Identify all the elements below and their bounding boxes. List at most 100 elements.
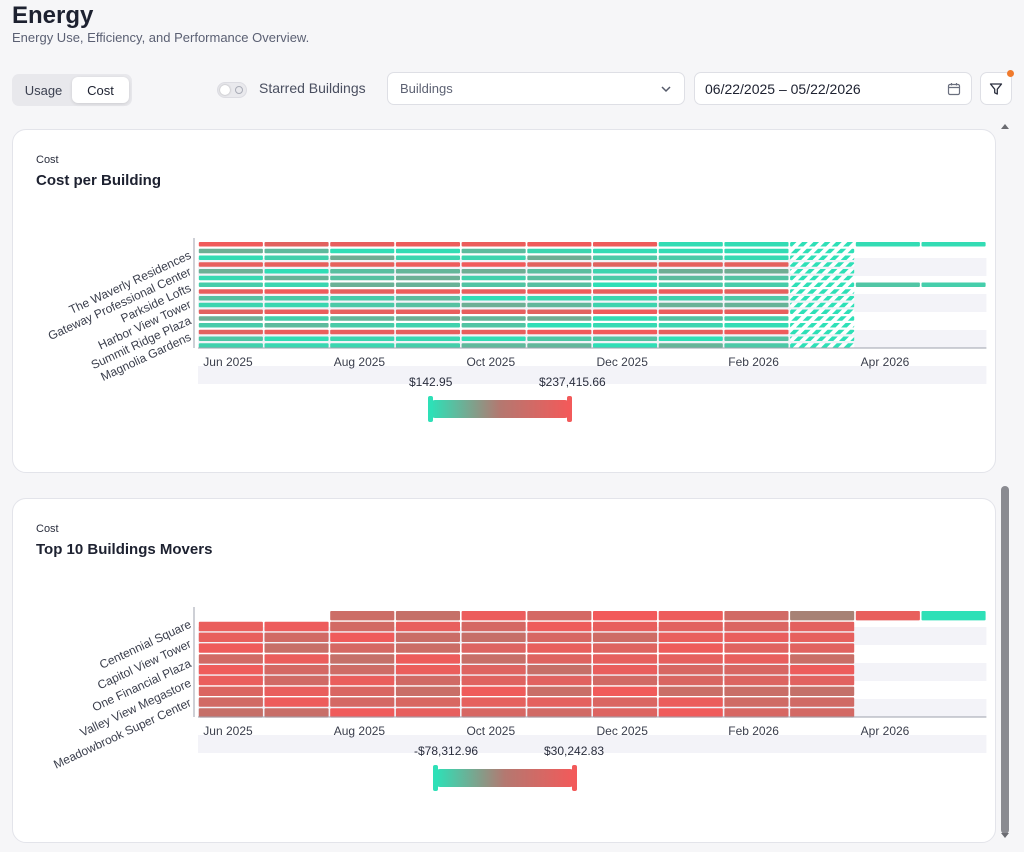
heatmap-cell — [593, 282, 658, 288]
heatmap-cell — [790, 309, 855, 315]
heatmap-cell — [855, 611, 920, 621]
heatmap-cell — [790, 632, 855, 642]
heatmap-cell — [395, 248, 460, 254]
heatmap-cell — [198, 329, 263, 335]
heatmap-cell — [461, 336, 526, 342]
top-movers-card: Cost Top 10 Buildings Movers Jun 2025 Aug… — [12, 498, 996, 843]
heatmap-cell — [461, 289, 526, 294]
heatmap-cell — [461, 296, 526, 301]
heatmap-cell — [658, 643, 723, 653]
heatmap-cell — [593, 329, 658, 335]
heatmap-cell — [790, 248, 855, 254]
legend-min-handle — [433, 765, 438, 791]
heatmap-cell — [527, 248, 592, 254]
heatmap-cell — [198, 643, 263, 653]
scroll-up-arrow-icon[interactable] — [998, 120, 1012, 132]
scroll-down-arrow-icon[interactable] — [998, 830, 1012, 842]
card-title: Cost per Building — [36, 172, 161, 189]
heatmap-cell — [658, 248, 723, 254]
heatmap-cell — [724, 309, 789, 315]
heatmap-cell — [330, 675, 395, 686]
heatmap-cell — [658, 708, 723, 718]
heatmap-cell — [198, 255, 263, 261]
heatmap-cell — [198, 242, 263, 247]
heatmap-cell — [527, 323, 592, 328]
heatmap-cell — [724, 275, 789, 281]
heatmap-cell — [395, 686, 460, 696]
heatmap-cell — [527, 262, 592, 267]
heatmap-cell — [198, 316, 263, 321]
heatmap-cell — [198, 282, 263, 288]
heatmap-cell — [527, 621, 592, 632]
heatmap-cell — [724, 316, 789, 321]
heatmap-cell — [527, 302, 592, 308]
page-scrollbar[interactable] — [998, 120, 1012, 848]
heatmap-cell — [724, 262, 789, 267]
heatmap-cell — [330, 336, 395, 342]
heatmap-cell — [330, 269, 395, 274]
heatmap-cell — [790, 686, 855, 696]
heatmap-cell — [790, 621, 855, 632]
heatmap-cell — [330, 686, 395, 696]
heatmap-cell — [527, 289, 592, 294]
x-tick-label: Aug 2025 — [334, 355, 386, 369]
heatmap-cell — [330, 697, 395, 707]
x-tick-label: Aug 2025 — [334, 724, 386, 738]
heatmap-cell — [527, 242, 592, 247]
heatmap-cell — [658, 282, 723, 288]
heatmap-cell — [198, 289, 263, 294]
heatmap-cell — [658, 343, 723, 348]
filter-button[interactable] — [980, 70, 1014, 105]
heatmap-cell — [593, 255, 658, 261]
heatmap-cell — [790, 302, 855, 308]
filter-active-badge — [1007, 70, 1014, 77]
heatmap-cell — [658, 269, 723, 274]
heatmap-cell — [658, 697, 723, 707]
heatmap-cell — [724, 343, 789, 348]
heatmap-cell — [790, 296, 855, 301]
row-band — [198, 258, 987, 276]
heatmap-cell — [658, 289, 723, 294]
page-subtitle: Energy Use, Efficiency, and Performance … — [12, 30, 310, 45]
heatmap-cell — [330, 302, 395, 308]
heatmap-cell — [724, 697, 789, 707]
heatmap-cell — [724, 336, 789, 342]
buildings-select[interactable]: Buildings — [387, 72, 685, 105]
tab-usage[interactable]: Usage — [24, 82, 63, 98]
heatmap-cell — [330, 621, 395, 632]
scroll-thumb[interactable] — [1001, 486, 1009, 834]
starred-buildings-toggle[interactable] — [217, 82, 247, 98]
heatmap-cell — [921, 611, 986, 621]
cost-per-building-heatmap: Jun 2025 Aug 2025 Oct 2025 Dec 2025 Feb 2026… — [46, 238, 987, 422]
legend-max-handle — [572, 765, 577, 791]
heatmap-cell — [395, 302, 460, 308]
page-header: Energy Energy Use, Efficiency, and Perfo… — [12, 0, 309, 45]
heatmap-cell — [724, 675, 789, 686]
heatmap-cell — [790, 675, 855, 686]
heatmap-cell — [724, 323, 789, 328]
calendar-icon — [947, 82, 961, 95]
heatmap-cell — [658, 686, 723, 696]
heatmap-cell — [198, 632, 263, 642]
heatmap-cell — [658, 621, 723, 632]
heatmap-cell — [593, 343, 658, 348]
x-tick-label: Dec 2025 — [597, 355, 649, 369]
heatmap-cell — [790, 282, 855, 288]
x-tick-label: Apr 2026 — [861, 355, 910, 369]
heatmap-cell — [330, 329, 395, 335]
date-range-picker[interactable]: 06/22/2025 – 05/22/2026 — [694, 72, 972, 105]
heatmap-cell — [330, 296, 395, 301]
heatmap-cell — [593, 697, 658, 707]
heatmap-cell — [790, 336, 855, 342]
tab-cost[interactable]: Cost — [72, 77, 129, 103]
row-band — [198, 330, 987, 348]
heatmap-cell — [395, 708, 460, 718]
heatmap-cell — [264, 632, 329, 642]
heatmap-cell — [330, 242, 395, 247]
heatmap-cell — [330, 323, 395, 328]
heatmap-cell — [330, 665, 395, 675]
heatmap-cell — [593, 262, 658, 267]
heatmap-cell — [264, 296, 329, 301]
legend-max-handle — [567, 396, 572, 422]
heatmap-cell — [395, 309, 460, 315]
